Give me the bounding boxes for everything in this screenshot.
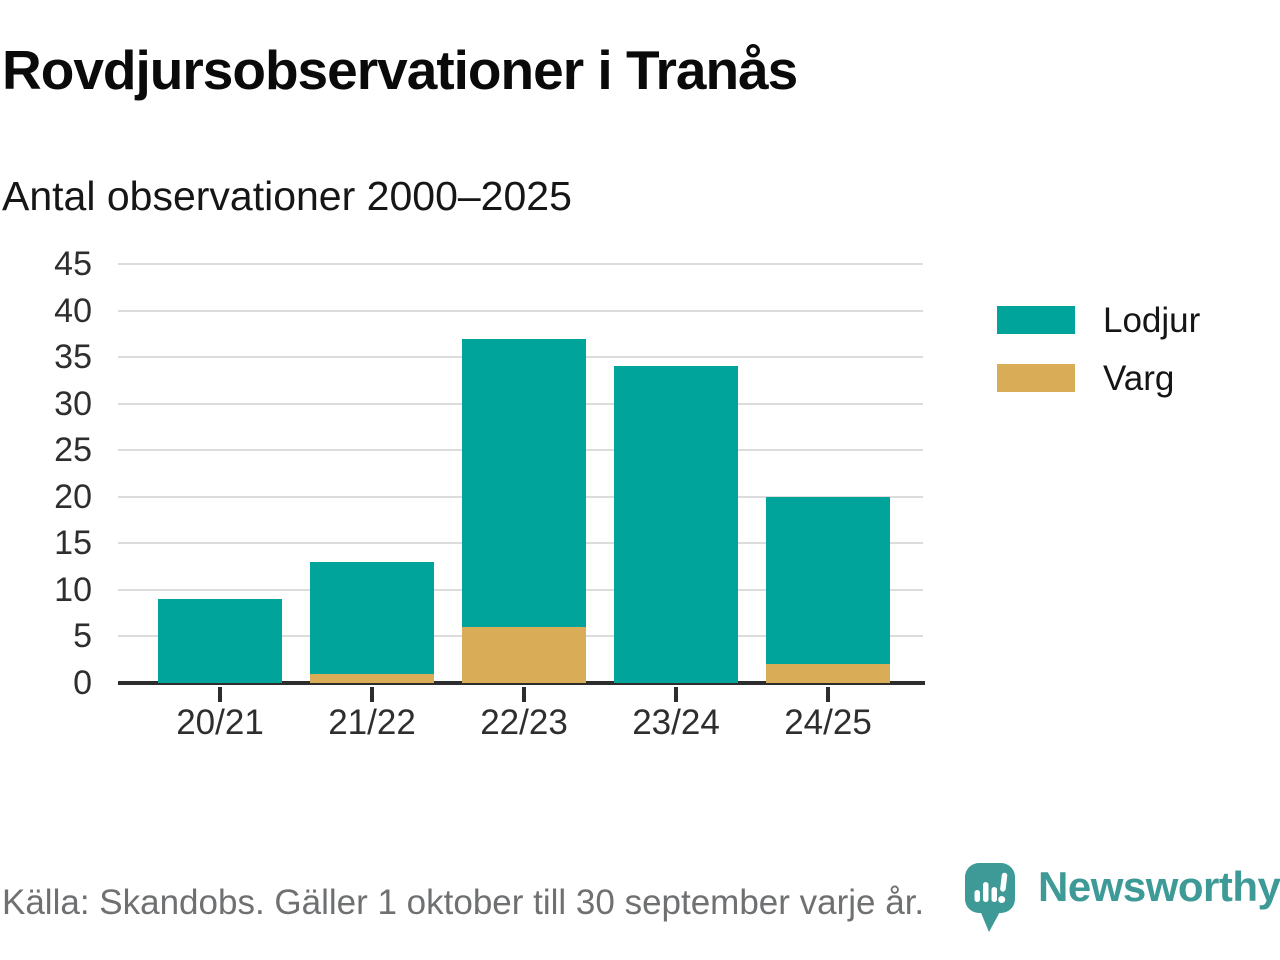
legend-swatch (997, 306, 1075, 334)
bar-segment-varg (310, 673, 434, 683)
bar-segment-varg (766, 664, 890, 683)
x-tick (218, 687, 222, 702)
x-tick (674, 687, 678, 702)
legend-item: Varg (997, 361, 1200, 396)
bar-segment-lodjur (158, 599, 282, 683)
y-axis-label: 25 (54, 431, 92, 470)
bar-column (158, 599, 282, 683)
y-axis-label: 45 (54, 245, 92, 283)
x-axis-label: 23/24 (632, 703, 720, 742)
y-axis-label: 30 (54, 384, 92, 423)
y-axis-label: 0 (73, 664, 92, 702)
page-title: Rovdjursobservationer i Tranås (2, 39, 798, 101)
bar-column (462, 338, 586, 683)
bar-column (766, 496, 890, 683)
y-axis-label: 10 (54, 570, 92, 609)
bar-segment-varg (462, 627, 586, 683)
legend-item: Lodjur (997, 303, 1200, 338)
bar-segment-lodjur (766, 496, 890, 665)
bar-segment-lodjur (614, 366, 738, 683)
chart-bubble-icon (965, 863, 1015, 932)
newsworthy-wordmark: Newsworthy (1038, 863, 1280, 910)
x-tick (826, 687, 830, 702)
legend-label: Lodjur (1103, 300, 1201, 340)
y-axis-label: 40 (54, 291, 92, 330)
legend: Lodjur Varg (997, 303, 1200, 422)
bar-column (310, 561, 434, 683)
plot-area: 20/21 21/22 22/23 23/24 24/25 (118, 263, 925, 742)
x-axis-label: 22/23 (480, 703, 568, 742)
legend-swatch (997, 364, 1075, 392)
y-axis-label: 15 (54, 524, 92, 563)
bar-segment-lodjur (310, 561, 434, 674)
x-axis-line (118, 681, 925, 685)
newsworthy-logo[interactable]: Newsworthy (964, 860, 1280, 940)
y-axis-label: 5 (73, 617, 92, 656)
y-axis-labels: 0 5 10 15 20 25 30 35 40 45 (0, 245, 92, 702)
source-note: Källa: Skandobs. Gäller 1 oktober till 3… (2, 883, 925, 922)
legend-label: Varg (1103, 358, 1175, 398)
gridline (118, 263, 923, 265)
y-axis-label: 20 (54, 477, 92, 516)
y-axis-label: 35 (54, 338, 92, 377)
gridline (118, 309, 923, 312)
page-subtitle: Antal observationer 2000–2025 (2, 173, 572, 219)
x-axis-label: 20/21 (176, 703, 264, 742)
x-axis-label: 21/22 (328, 703, 416, 742)
x-tick (522, 687, 526, 702)
x-axis-label: 24/25 (784, 703, 872, 742)
x-tick (370, 687, 374, 702)
bar-column (614, 366, 738, 683)
bar-segment-lodjur (462, 338, 586, 628)
